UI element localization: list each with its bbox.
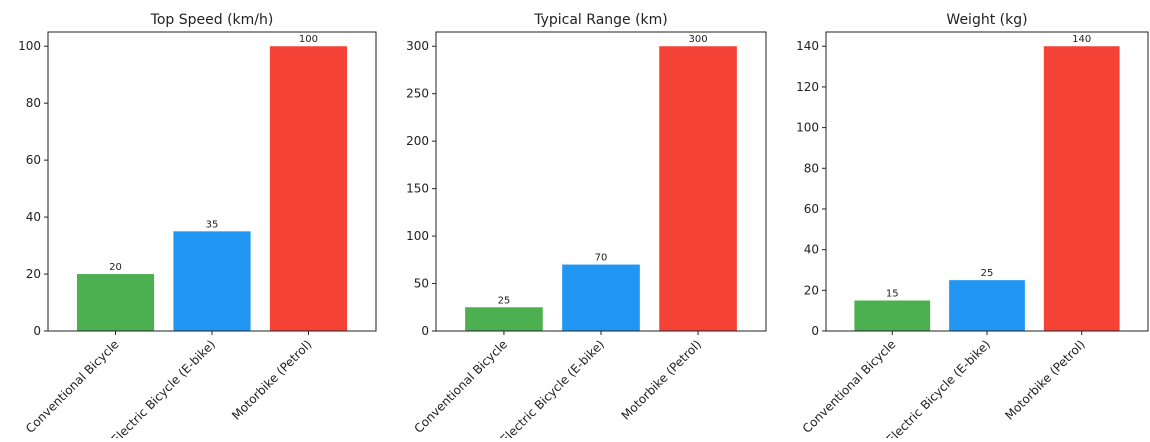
bar: [562, 264, 640, 331]
x-tick-label: Motorbike (Petrol): [1002, 337, 1088, 423]
y-tick-label: 50: [414, 277, 429, 291]
y-tick-label: 250: [406, 87, 429, 101]
x-tick-label: Conventional Bicycle: [411, 337, 510, 436]
x-tick-label: Motorbike (Petrol): [229, 337, 315, 423]
bar: [854, 300, 931, 331]
bar: [76, 274, 155, 331]
y-tick-label: 60: [26, 153, 41, 167]
bar: [465, 307, 543, 331]
bar: [1043, 46, 1120, 331]
y-tick-label: 150: [406, 182, 429, 196]
chart-title: Weight (kg): [946, 12, 1027, 28]
bar-value-label: 25: [981, 268, 994, 279]
x-tick-label: Conventional Bicycle: [23, 337, 122, 436]
bar: [949, 280, 1025, 331]
x-tick-label: Electric Bicycle (E-bike): [884, 337, 993, 438]
y-tick-label: 80: [804, 161, 819, 175]
y-tick-label: 300: [406, 39, 429, 53]
y-tick-label: 200: [406, 134, 429, 148]
bar-value-label: 20: [109, 262, 122, 273]
bar-value-label: 25: [498, 295, 511, 306]
y-tick-label: 40: [804, 243, 819, 257]
chart-title: Top Speed (km/h): [150, 12, 274, 28]
y-tick-label: 0: [33, 324, 41, 338]
x-tick-label: Motorbike (Petrol): [619, 337, 705, 423]
bar-value-label: 140: [1072, 34, 1091, 45]
x-tick-label: Electric Bicycle (E-bike): [498, 337, 607, 438]
bar-value-label: 35: [206, 219, 219, 230]
y-tick-label: 40: [26, 210, 41, 224]
bar-value-label: 300: [689, 34, 708, 45]
bar: [173, 231, 251, 331]
y-tick-label: 20: [804, 283, 819, 297]
x-tick-label: Electric Bicycle (E-bike): [109, 337, 218, 438]
bar-value-label: 15: [886, 288, 899, 299]
y-tick-label: 100: [18, 39, 41, 53]
y-tick-label: 0: [421, 324, 429, 338]
chart-title: Typical Range (km): [533, 12, 668, 28]
bar-value-label: 70: [595, 253, 608, 264]
y-tick-label: 100: [406, 229, 429, 243]
bar-value-label: 100: [299, 34, 318, 45]
y-tick-label: 100: [796, 121, 819, 135]
y-tick-label: 80: [26, 96, 41, 110]
y-tick-label: 120: [796, 80, 819, 94]
y-tick-label: 140: [796, 39, 819, 53]
bar: [269, 46, 348, 331]
x-tick-label: Conventional Bicycle: [800, 337, 899, 436]
y-tick-label: 0: [811, 324, 819, 338]
bar: [659, 46, 737, 331]
y-tick-label: 60: [804, 202, 819, 216]
y-tick-label: 20: [26, 267, 41, 281]
